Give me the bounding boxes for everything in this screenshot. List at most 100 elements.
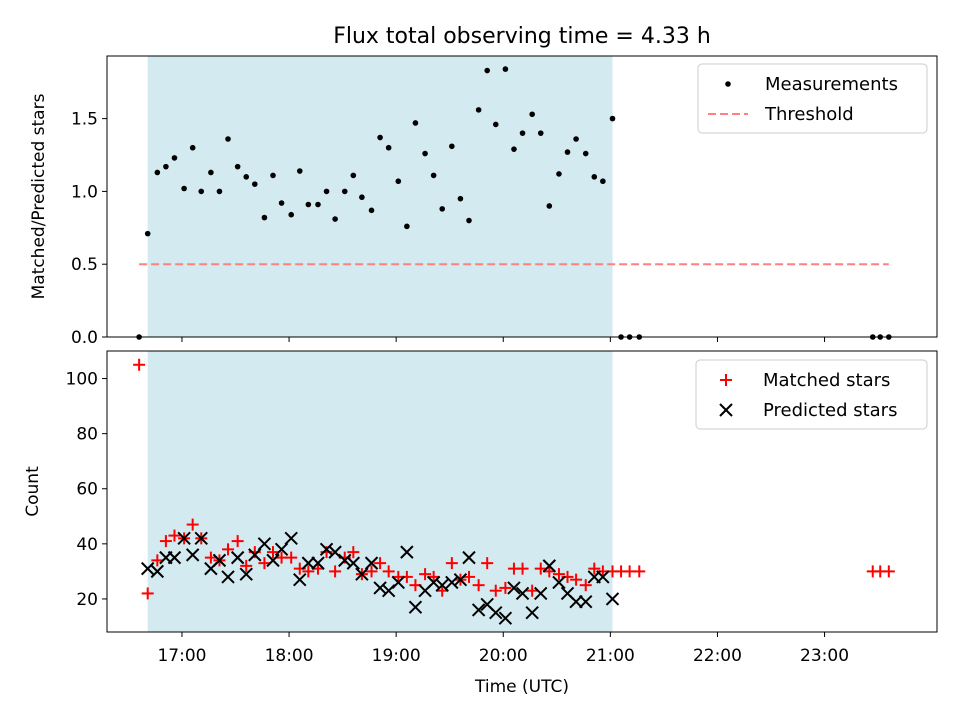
measurement-point (243, 174, 250, 180)
matched-star-point (240, 559, 253, 572)
matched-star-point (499, 581, 512, 594)
matched-star-point (882, 565, 895, 578)
measurement-point (475, 107, 482, 113)
matched-star-point (258, 557, 271, 570)
predicted-star-point (462, 550, 476, 565)
predicted-star-point (346, 556, 361, 570)
measurement-point (546, 203, 553, 209)
measurement-point (422, 150, 428, 157)
predicted-star-point (230, 550, 245, 565)
bottom-ytick-label: 80 (76, 425, 98, 445)
measurement-point (208, 169, 214, 176)
matched-star-point (472, 579, 485, 592)
predicted-star-point (605, 592, 620, 606)
predicted-star-point (221, 570, 235, 584)
measurement-point (315, 201, 321, 208)
predicted-star-point (293, 572, 307, 587)
measurement-point (350, 172, 357, 179)
predicted-star-point (194, 531, 208, 546)
predicted-star-point (498, 611, 513, 625)
bottom-xtick-label: 18:00 (265, 646, 314, 666)
matched-star-point (534, 562, 547, 575)
predicted-star-point (525, 606, 539, 620)
predicted-star-point (355, 567, 369, 581)
predicted-stars-series (140, 531, 620, 625)
measurement-point (270, 172, 276, 179)
top-legend-box (697, 63, 928, 134)
bottom-legend: Matched stars Predicted stars (695, 359, 928, 430)
matched-star-point (329, 565, 342, 578)
legend-matched-label: Matched stars (763, 370, 890, 391)
matched-star-point (204, 551, 217, 564)
matched-star-point (481, 557, 494, 570)
measurement-point (511, 146, 517, 152)
measurement-point (457, 195, 464, 202)
bottom-axes-frame (106, 350, 938, 633)
measurement-point (395, 178, 402, 185)
matched-star-point (302, 565, 315, 578)
measurement-point (466, 217, 472, 224)
predicted-star-point (274, 542, 289, 557)
matched-star-point (427, 570, 440, 583)
matched-star-point (419, 568, 432, 581)
predicted-star-point (338, 553, 352, 568)
predicted-star-point (364, 556, 379, 570)
measurement-point (216, 188, 223, 195)
bottom-ytick-label: 100 (66, 370, 98, 390)
predicted-star-point (301, 556, 316, 570)
measurement-point (261, 214, 268, 221)
bottom-observing-window (147, 351, 613, 632)
bottom-ytick-label: 40 (76, 535, 98, 555)
measurement-point (519, 130, 526, 136)
bottom-ytick-label: 20 (76, 590, 98, 610)
bottom-xtick-label: 20:00 (479, 646, 528, 666)
top-legend: Measurements Threshold (697, 63, 928, 134)
bottom-ylabel: Count (23, 466, 43, 517)
predicted-star-point (212, 553, 227, 568)
predicted-star-point (257, 537, 272, 551)
predicted-star-point (319, 542, 334, 557)
measurement-point (430, 172, 437, 179)
predicted-star-point (579, 594, 593, 609)
measurement-point (305, 201, 312, 208)
measurement-point (251, 181, 258, 187)
matched-star-point (382, 565, 395, 578)
predicted-star-point (239, 567, 253, 581)
measurement-point (377, 134, 383, 141)
measurement-point (404, 223, 410, 230)
top-observing-window (147, 56, 613, 337)
matched-star-point (267, 546, 279, 559)
measurement-point (359, 194, 365, 201)
legend-threshold-label: Threshold (764, 104, 854, 125)
matched-star-point (168, 529, 181, 542)
measurement-point (332, 216, 338, 222)
measurement-point (181, 185, 187, 192)
measurement-point (341, 188, 348, 195)
legend-measurements-marker (725, 81, 731, 87)
matched-star-point (516, 562, 529, 575)
matched-star-point (186, 518, 199, 531)
measurement-point (144, 230, 151, 237)
matched-star-point (445, 557, 458, 570)
measurement-point (582, 150, 589, 157)
predicted-star-point (248, 548, 262, 562)
predicted-star-point (435, 578, 449, 592)
measurement-point (449, 143, 455, 150)
predicted-star-point (167, 550, 182, 565)
predicted-star-point (177, 531, 191, 546)
measurement-point (573, 136, 579, 142)
measurement-point (198, 188, 205, 195)
legend-measurements-label: Measurements (765, 74, 898, 95)
measurement-point (492, 121, 499, 128)
predicted-star-point (471, 603, 486, 617)
matched-star-point (222, 543, 235, 556)
measurement-point (609, 115, 616, 122)
measurement-point (163, 163, 169, 170)
predicted-star-point (552, 575, 566, 590)
measurement-point (502, 66, 509, 72)
predicted-star-point (391, 575, 406, 590)
measurement-point (171, 155, 178, 161)
bottom-xtick-label: 23:00 (800, 646, 849, 666)
matched-star-point (374, 557, 387, 570)
